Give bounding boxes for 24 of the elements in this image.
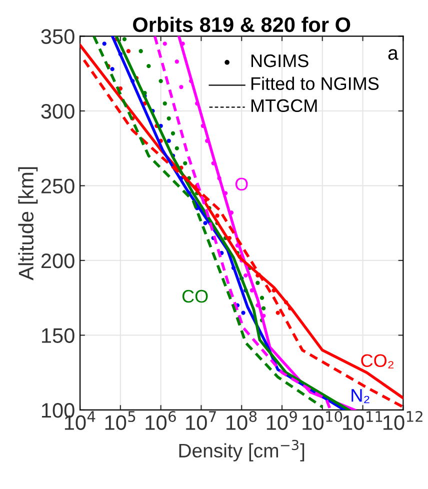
chart-title: Orbits 819 & 820 for O (133, 16, 350, 32)
y-tick-label: 350 (41, 29, 74, 44)
x-tick-label: 10$^{10}$ (302, 410, 342, 430)
y-tick-label: 200 (41, 253, 74, 268)
annotation: NGIMS (251, 54, 308, 68)
annotation: Fitted to NGIMS (251, 76, 379, 90)
y-tick-label: 150 (42, 328, 74, 343)
x-tick-label: 10$^{7}$ (186, 411, 216, 430)
x-tick-label: 10$^{8}$ (226, 410, 257, 430)
annotation: CO₂ (361, 354, 394, 368)
y-tick-label: 250 (41, 178, 74, 194)
annotation: O (235, 178, 248, 191)
y-tick-label: 300 (41, 104, 74, 119)
annotation: N₂ (352, 389, 370, 404)
x-tick-label: 10$^{6}$ (146, 410, 176, 430)
x-tick-label: 10$^{5}$ (105, 411, 136, 430)
y-axis-title: Altitude [km] (18, 167, 38, 280)
x-axis-title: Density [cm$^{−3}$] (179, 440, 304, 462)
x-tick-label: 10$^{11}$ (343, 411, 382, 430)
x-tick-label: 10$^{9}$ (266, 410, 297, 430)
annotation: MTGCM (251, 99, 317, 112)
annotation: CO (182, 290, 208, 303)
annotation: a (388, 49, 398, 60)
x-tick-label: 10$^{12}$ (384, 410, 422, 430)
